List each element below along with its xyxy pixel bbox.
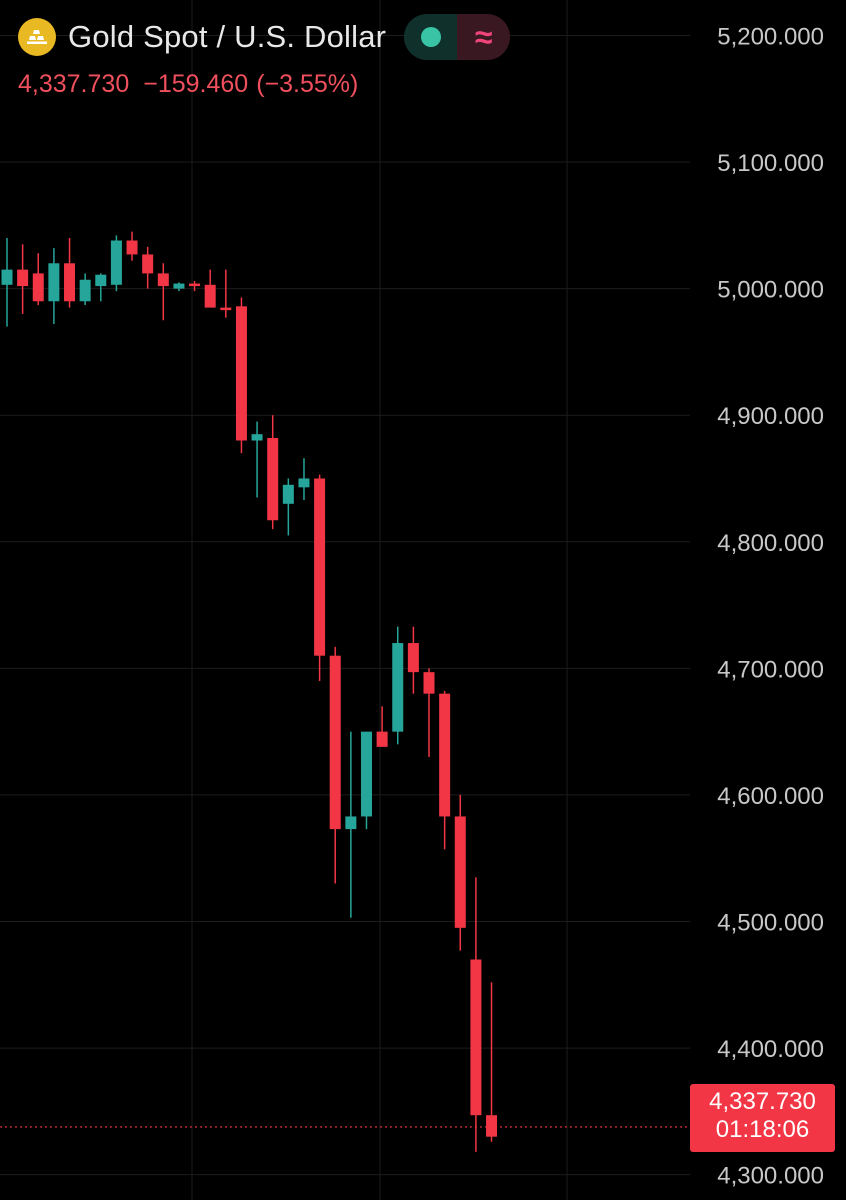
- bar-countdown: 01:18:06: [715, 1116, 810, 1143]
- candle-body: [17, 269, 29, 287]
- status-dot-button[interactable]: [404, 14, 458, 60]
- candle-body: [423, 672, 435, 694]
- y-tick-label: 4,400.000: [717, 1036, 824, 1063]
- candle-body: [454, 816, 466, 928]
- chart-grid: [0, 0, 690, 1200]
- last-price: 4,337.730: [18, 70, 130, 98]
- candle-body: [314, 478, 326, 656]
- candle-body: [1, 269, 13, 285]
- candle-body: [157, 273, 169, 287]
- y-tick-label: 4,800.000: [717, 530, 824, 557]
- candle-body: [79, 279, 91, 302]
- y-tick-label: 4,500.000: [717, 910, 824, 937]
- candle-body: [95, 274, 107, 287]
- candle-body: [204, 284, 216, 308]
- price-change-percent: (−3.55%): [256, 70, 359, 98]
- candle-body: [32, 273, 44, 302]
- status-dot-icon: [420, 27, 441, 47]
- current-price-label: 4,337.730 01:18:06: [690, 1084, 835, 1152]
- y-tick-label: 5,200.000: [717, 23, 824, 50]
- symbol-title[interactable]: Gold Spot / U.S. Dollar: [68, 19, 387, 54]
- candle-body: [126, 240, 138, 255]
- candle-body: [376, 731, 388, 747]
- candle-body: [392, 643, 404, 732]
- indicator-toggle[interactable]: ≈: [404, 14, 511, 60]
- y-tick-label: 4,700.000: [717, 656, 824, 683]
- candle-body: [235, 306, 247, 441]
- quote-line: 4,337.730 −159.460 (−3.55%): [18, 70, 372, 99]
- y-tick-label: 5,000.000: [717, 277, 824, 304]
- candle-body: [189, 283, 201, 287]
- current-price-value: 4,337.730: [709, 1088, 816, 1115]
- candle-body: [360, 731, 372, 817]
- approx-wave-icon: ≈: [474, 19, 493, 55]
- y-tick-label: 5,100.000: [717, 150, 824, 177]
- candle-body: [329, 655, 341, 830]
- candle-body: [470, 959, 482, 1116]
- approx-wave-button[interactable]: ≈: [457, 14, 511, 60]
- symbol-header: Gold Spot / U.S. Dollar ≈: [18, 14, 511, 60]
- candle-body: [48, 263, 60, 302]
- candle-body: [173, 283, 185, 289]
- candle-body: [486, 1115, 498, 1137]
- y-tick-label: 4,600.000: [717, 783, 824, 810]
- candle-body: [220, 307, 232, 311]
- candle-body: [267, 437, 279, 521]
- candle-body: [345, 816, 357, 830]
- y-tick-label: 4,900.000: [717, 403, 824, 430]
- candle-body: [251, 434, 263, 441]
- candle-body: [64, 263, 76, 302]
- candle-body: [142, 254, 154, 274]
- candle-body: [298, 478, 310, 488]
- candle-body: [110, 240, 122, 285]
- candles-layer: [1, 231, 498, 1152]
- candle-body: [439, 693, 451, 817]
- gold-bars-icon[interactable]: [18, 18, 56, 56]
- candle-body: [282, 484, 294, 504]
- y-tick-label: 4,300.000: [717, 1163, 824, 1190]
- y-axis: 5,200.000 5,100.000 5,000.000 4,900.000 4,80…: [717, 23, 824, 1189]
- candle-body: [407, 643, 419, 673]
- price-change: −159.460: [143, 70, 249, 98]
